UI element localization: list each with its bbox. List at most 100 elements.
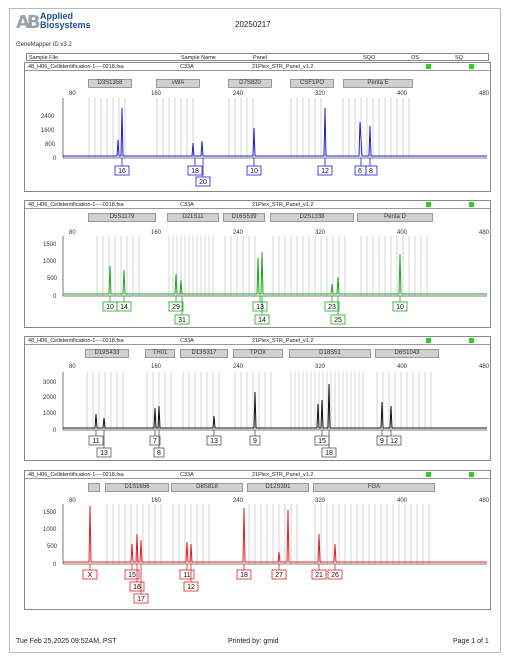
- marker-label: Penta E: [343, 79, 413, 88]
- electropherogram-panel-red: 48_H06_Cellidentification-1----0218.fsa …: [24, 470, 491, 610]
- sample-name: C33A: [180, 338, 194, 344]
- sample-file-name: 48_H06_Cellidentification-1----0218.fsa: [28, 64, 124, 70]
- y-tick: 3000: [43, 380, 57, 386]
- electropherogram-panel-green: 48_H06_Cellidentification-1----0218.fsa …: [24, 200, 491, 328]
- x-tick: 400: [397, 498, 408, 504]
- y-tick: 1500: [43, 510, 57, 516]
- marker-label: D16S539: [223, 213, 265, 222]
- allele-call: 9: [253, 438, 257, 445]
- x-tick: 160: [151, 91, 162, 97]
- marker-label: D5S1179: [88, 213, 156, 222]
- trace-line: [63, 251, 487, 295]
- allele-call: 31: [178, 317, 186, 324]
- x-tick: 240: [233, 91, 244, 97]
- allele-call: 12: [187, 584, 195, 591]
- panel-name: 21Plex_STR_Panel_v1.2: [252, 472, 314, 478]
- logo-line-2: Biosystems: [40, 20, 91, 30]
- allele-call: 18: [191, 168, 199, 175]
- panel-name: 21Plex_STR_Panel_v1.2: [252, 202, 314, 208]
- marker-label: D3S1358: [88, 79, 132, 88]
- x-tick: 320: [315, 91, 326, 97]
- trace-line: [63, 505, 487, 563]
- column-header: Sample File Sample Name Panel SQO OS SQ: [26, 53, 489, 61]
- marker-label: D21S11: [167, 213, 219, 222]
- marker-label: D8S818: [171, 483, 243, 492]
- allele-call: 8: [369, 168, 373, 175]
- y-tick: 0: [53, 562, 57, 568]
- os-flag-icon: [426, 472, 431, 477]
- panel-info-row: 48_H06_Cellidentification-1----0218.fsa …: [25, 471, 490, 479]
- allele-call: 13: [256, 304, 264, 311]
- allele-call: 21: [315, 572, 323, 579]
- allele-call: 13: [210, 438, 218, 445]
- allele-call: 20: [199, 179, 207, 186]
- x-tick: 480: [479, 230, 490, 236]
- col-sq: SQ: [455, 55, 463, 61]
- marker-label: D1S1656: [105, 483, 169, 492]
- x-tick: 160: [151, 230, 162, 236]
- allele-call: 17: [137, 596, 145, 603]
- os-flag-icon: [426, 202, 431, 207]
- marker-label: D12S391: [247, 483, 309, 492]
- x-tick: 480: [479, 498, 490, 504]
- allele-call: 12: [390, 438, 398, 445]
- allele-call: 29: [172, 304, 180, 311]
- marker-label: D18S51: [289, 349, 371, 358]
- allele-call: 12: [321, 168, 329, 175]
- x-tick: 240: [233, 230, 244, 236]
- allele-call: 10: [396, 304, 404, 311]
- printed-by: Printed by: gmid: [228, 638, 279, 645]
- x-tick: 80: [69, 498, 76, 504]
- allele-call: 18: [325, 450, 333, 457]
- report-page: [9, 8, 501, 653]
- y-tick: 0: [53, 156, 57, 162]
- col-panel: Panel: [253, 55, 268, 61]
- allele-call: 11: [92, 438, 99, 445]
- marker-label: CSF1PO: [290, 79, 334, 88]
- logo-text: Applied Biosystems: [40, 12, 91, 30]
- allele-call: 26: [331, 572, 339, 579]
- sample-file-name: 48_H06_Cellidentification-1----0218.fsa: [28, 338, 124, 344]
- allele-call: X: [88, 572, 93, 579]
- sq-flag-icon: [469, 202, 474, 207]
- electropherogram-plot: 80 160 240 320 400 480 1500 1000 500 0 1…: [43, 230, 490, 325]
- x-tick: 160: [151, 364, 162, 370]
- y-tick: 0: [53, 294, 57, 300]
- x-tick: 480: [479, 91, 490, 97]
- allele-call: 10: [106, 304, 114, 311]
- marker-label: TH01: [145, 349, 175, 358]
- y-tick: 1500: [43, 242, 57, 248]
- trace-line: [63, 107, 487, 157]
- x-tick: 400: [397, 91, 408, 97]
- allele-call: 18: [240, 572, 248, 579]
- allele-call: 25: [334, 317, 342, 324]
- sq-flag-icon: [469, 338, 474, 343]
- y-tick: 2000: [43, 395, 57, 401]
- x-tick: 80: [69, 91, 76, 97]
- x-tick: 80: [69, 230, 76, 236]
- col-sample-name: Sample Name: [181, 55, 216, 61]
- allele-call: 6: [358, 168, 362, 175]
- allele-call: 9: [380, 438, 384, 445]
- sample-file-name: 48_H06_Cellidentification-1----0218.fsa: [28, 472, 124, 478]
- sq-flag-icon: [469, 472, 474, 477]
- x-tick: 320: [315, 230, 326, 236]
- x-tick: 400: [397, 230, 408, 236]
- y-tick: 500: [47, 544, 58, 550]
- allele-call: 16: [133, 584, 141, 591]
- panel-name: 21Plex_STR_Panel_v1.2: [252, 64, 314, 70]
- y-tick: 1000: [43, 527, 57, 533]
- marker-label: FGA: [313, 483, 435, 492]
- col-sqo: SQO: [363, 55, 376, 61]
- electropherogram-plot: 80 160 240 320 400 480 2400 1600 800 0 1…: [41, 91, 490, 187]
- sample-file-name: 48_H06_Cellidentification-1----0218.fsa: [28, 202, 124, 208]
- marker-label: D19S433: [85, 349, 129, 358]
- sample-name: C33A: [180, 64, 194, 70]
- allele-call: 15: [318, 438, 326, 445]
- allele-call: 14: [120, 304, 128, 311]
- marker-label: [88, 483, 100, 492]
- app-name: GeneMapper ID v3.2: [16, 42, 72, 48]
- allele-call: 15: [128, 572, 136, 579]
- col-os: OS: [411, 55, 419, 61]
- logo-line-1: Applied: [40, 11, 73, 21]
